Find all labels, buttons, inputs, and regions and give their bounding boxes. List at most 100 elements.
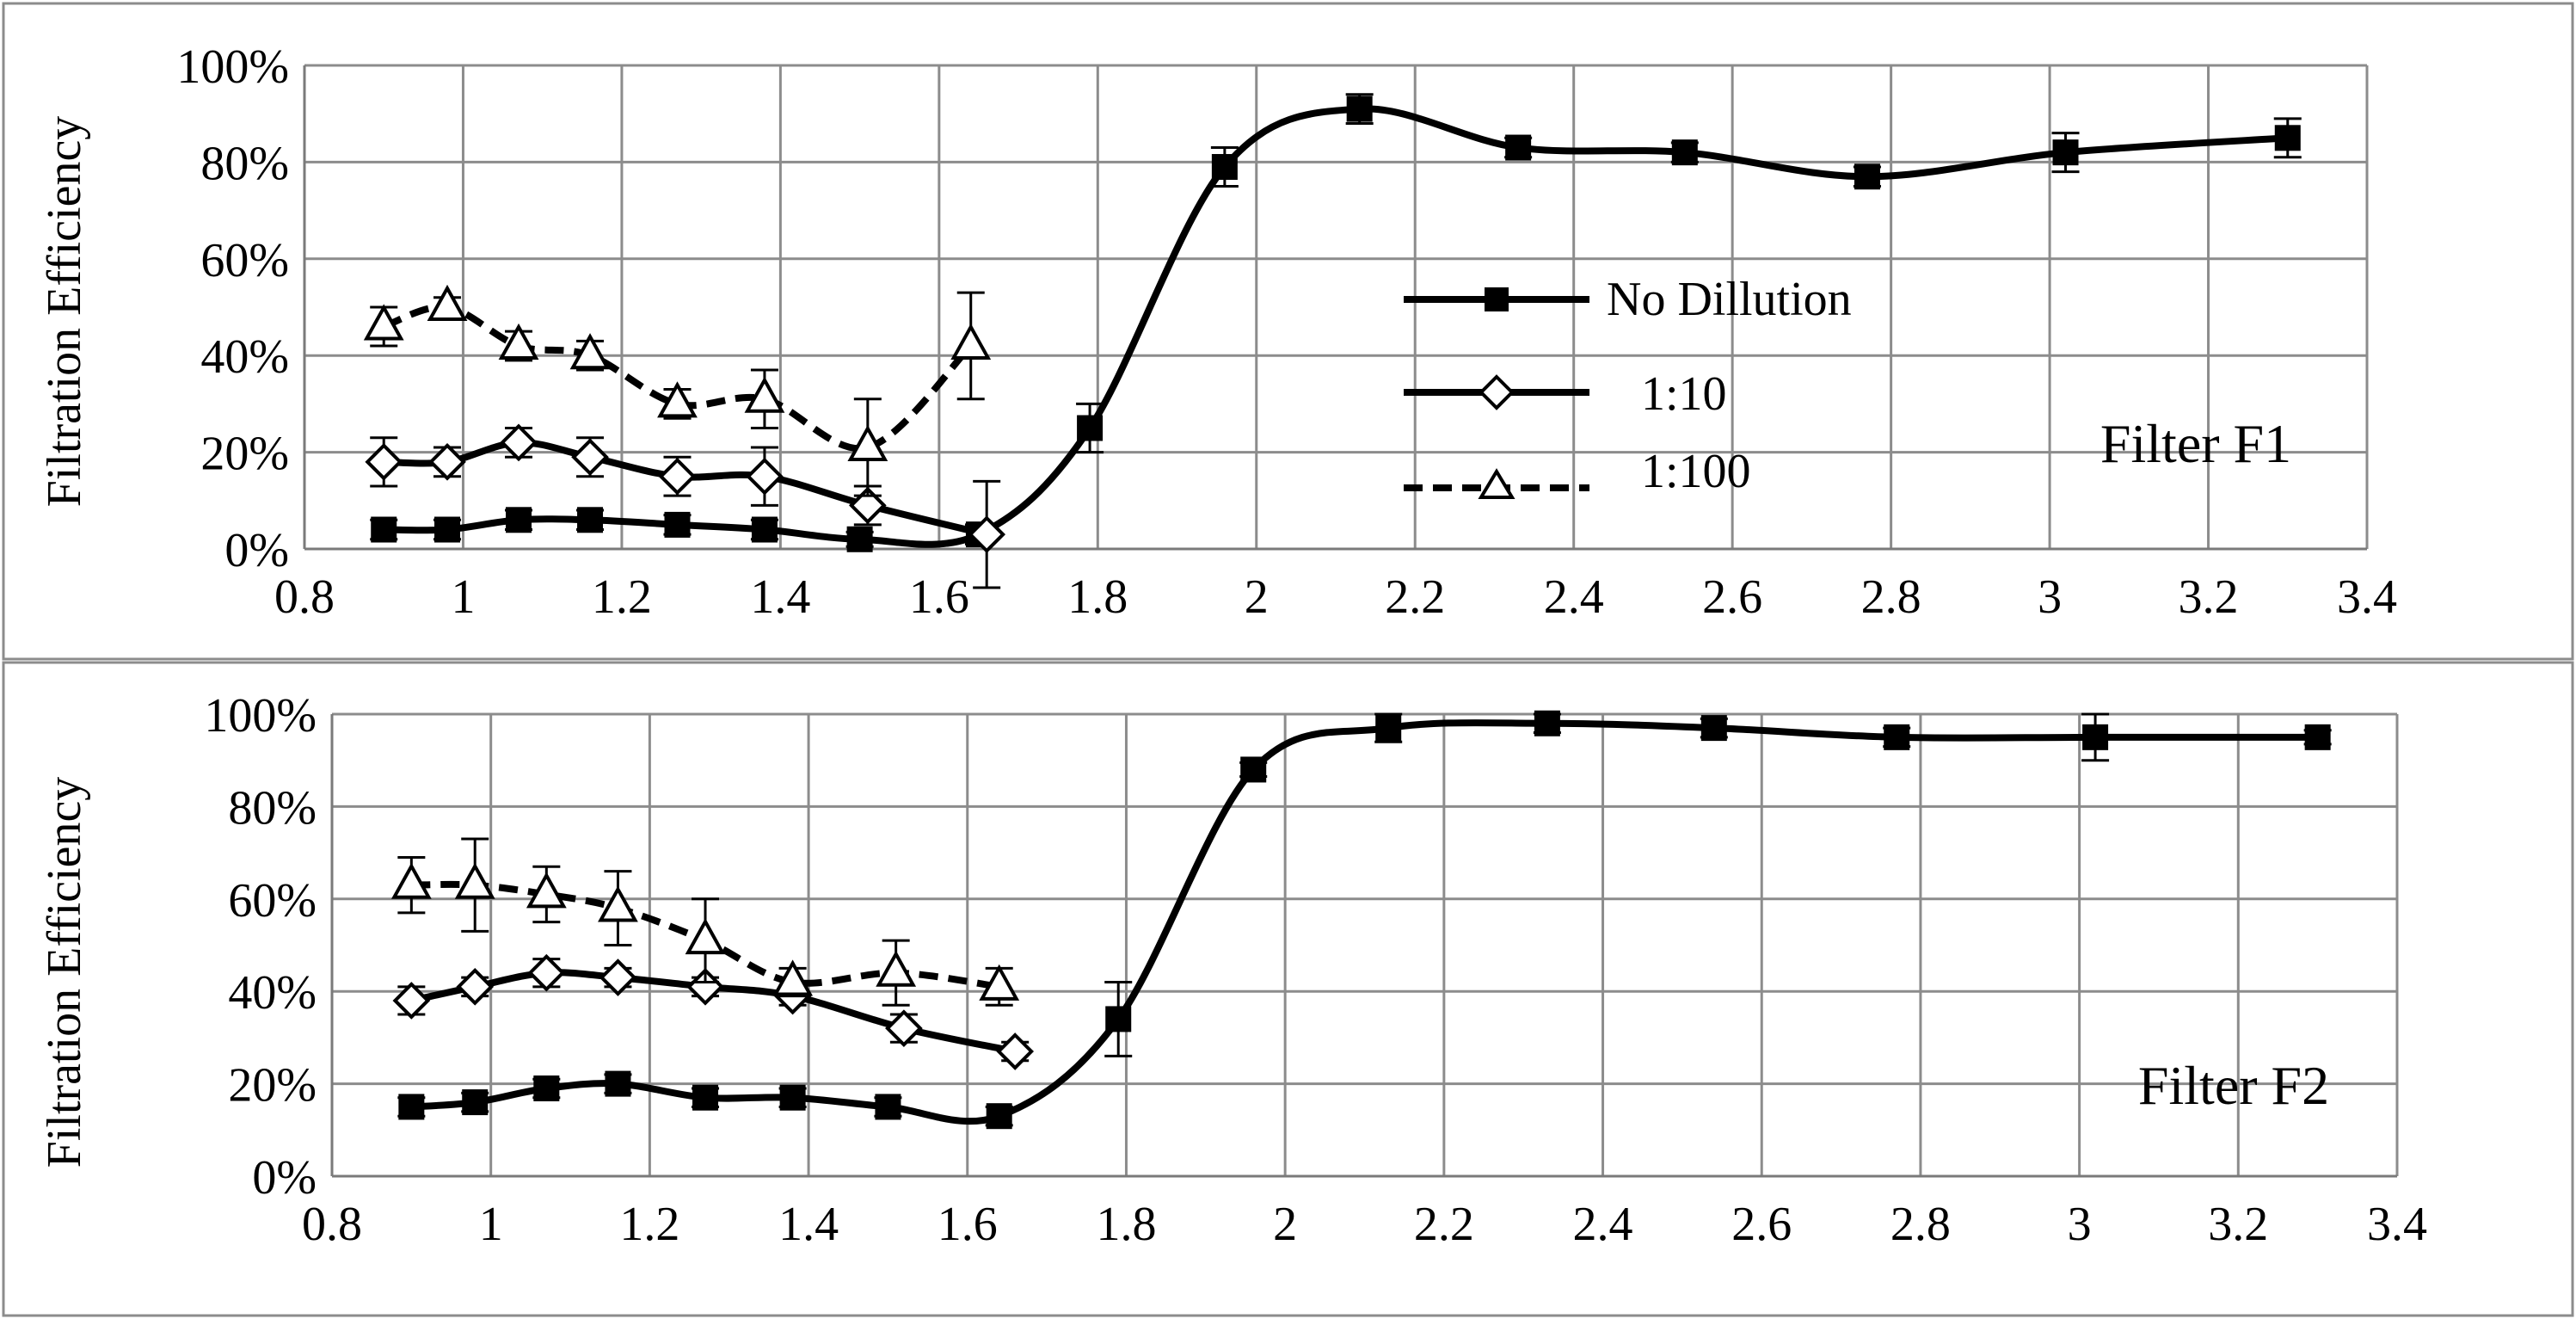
y-axis-label: Filtration Efficiency: [38, 777, 91, 1168]
y-tick-labels: 0% 20% 40% 60% 80% 100%: [204, 689, 317, 1205]
data-point-square: [1105, 1006, 1132, 1032]
data-point-diamond: [885, 1009, 923, 1047]
data-point-diamond: [849, 486, 887, 525]
y-tick-label: 80%: [228, 781, 317, 835]
data-point-diamond: [500, 423, 538, 462]
data-point-square: [1671, 139, 1698, 166]
x-tick-label: 3.2: [2179, 570, 2239, 624]
data-point-diamond: [658, 457, 697, 496]
data-point-diamond: [599, 958, 637, 996]
series-layer: [363, 93, 2302, 589]
y-tick-label: 0%: [224, 524, 289, 577]
x-tick-label: 2.4: [1544, 570, 1604, 624]
data-point-square: [1854, 163, 1880, 190]
data-point-square: [779, 1084, 806, 1111]
data-point-triangle: [979, 964, 1020, 1001]
data-point-square: [875, 1094, 901, 1120]
panel-frame: [2, 2, 2574, 661]
panel-filter-f2: 0% 20% 40% 60% 80% 100% 0.8 1 1.2 1.4 1.6 1.8 2 2.2 2…: [2, 661, 2574, 1317]
y-tick-label: 40%: [200, 330, 289, 384]
data-point-square: [577, 507, 604, 533]
legend-marker-square: [1485, 287, 1509, 311]
data-point-triangle: [454, 862, 495, 899]
data-point-square: [1346, 96, 1373, 122]
data-point-diamond: [428, 443, 466, 481]
x-tick-label: 2.2: [1414, 1198, 1474, 1251]
x-tick-label: 1.2: [619, 1198, 679, 1251]
y-tick-label: 20%: [228, 1059, 317, 1113]
x-tick-label: 1: [479, 1198, 503, 1251]
data-point-triangle: [526, 872, 567, 909]
y-tick-label: 100%: [176, 40, 289, 94]
x-tick-label: 1: [451, 570, 475, 624]
data-point-diamond: [746, 457, 784, 496]
legend-label-1-100: 1:100: [1641, 445, 1751, 498]
data-point-diamond: [456, 968, 495, 1006]
series-line: [382, 303, 974, 453]
data-point-square: [2304, 724, 2331, 750]
x-tick-label: 2.8: [1861, 570, 1921, 624]
data-point-square: [2052, 139, 2079, 166]
data-point-triangle: [498, 323, 539, 360]
data-point-triangle: [744, 376, 785, 413]
panel-label: Filter F1: [2100, 413, 2291, 474]
data-point-triangle: [390, 862, 432, 899]
data-point-diamond: [527, 953, 566, 992]
legend-marker-diamond: [1479, 374, 1515, 410]
series-no-dillution: [370, 93, 2302, 552]
data-point-triangle: [876, 950, 917, 987]
data-point-square: [1375, 715, 1402, 742]
data-point-square: [371, 516, 397, 543]
data-point-square: [2082, 724, 2109, 750]
data-point-triangle: [569, 333, 611, 370]
data-point-diamond: [571, 438, 609, 477]
y-tick-label: 0%: [252, 1151, 317, 1205]
x-tick-label: 3: [2068, 1198, 2092, 1251]
panel-filter-f1: 0% 20% 40% 60% 80% 100% 0.8 1 1.2 1.4 1.6 1.8 2 2.2 2…: [2, 2, 2574, 661]
y-tick-label: 100%: [204, 689, 317, 743]
data-point-square: [1534, 710, 1560, 737]
y-axis-label: Filtration Efficiency: [38, 116, 91, 508]
x-tick-label: 1.2: [592, 570, 652, 624]
data-point-triangle: [657, 381, 698, 418]
series-1-100: [363, 284, 992, 497]
x-tick-label: 2.6: [1702, 570, 1762, 624]
x-tick-label: 0.8: [302, 1198, 362, 1251]
y-tick-labels: 0% 20% 40% 60% 80% 100%: [176, 40, 289, 577]
x-tick-label: 1.8: [1096, 1198, 1156, 1251]
x-tick-label: 2.2: [1385, 570, 1445, 624]
data-point-square: [1505, 134, 1532, 161]
x-tick-label: 2.8: [1891, 1198, 1951, 1251]
legend-marker-triangle: [1478, 468, 1515, 499]
data-point-triangle: [427, 284, 468, 321]
data-point-square: [398, 1094, 425, 1120]
data-point-triangle: [363, 304, 404, 341]
data-point-triangle: [598, 885, 638, 922]
x-tick-label: 3: [2038, 570, 2062, 624]
series-no-dillution: [397, 710, 2332, 1130]
series-layer: [390, 710, 2332, 1130]
x-tick-label: 3.4: [2367, 1198, 2427, 1251]
data-point-square: [692, 1084, 719, 1111]
data-point-triangle: [685, 918, 726, 955]
data-point-triangle: [847, 424, 888, 461]
data-point-square: [751, 516, 778, 543]
y-tick-label: 20%: [200, 428, 289, 481]
x-tick-labels: 0.8 1 1.2 1.4 1.6 1.8 2 2.2 2.4 2.6 2.8 3 3.2 3.4: [302, 1198, 2427, 1251]
data-point-square: [2274, 125, 2301, 151]
data-point-square: [605, 1070, 631, 1097]
data-point-square: [846, 526, 873, 552]
data-point-square: [1077, 415, 1104, 441]
y-tick-label: 60%: [200, 234, 289, 287]
legend-label-1-10: 1:10: [1641, 367, 1727, 421]
data-point-square: [1240, 756, 1267, 783]
panel-label: Filter F2: [2138, 1055, 2329, 1116]
x-tick-label: 2: [1273, 1198, 1297, 1251]
data-point-diamond: [968, 515, 1006, 553]
data-point-triangle: [772, 959, 814, 996]
data-point-square: [1211, 154, 1238, 181]
data-point-square: [462, 1089, 489, 1116]
x-tick-label: 1.4: [778, 1198, 839, 1251]
data-point-square: [434, 516, 461, 543]
